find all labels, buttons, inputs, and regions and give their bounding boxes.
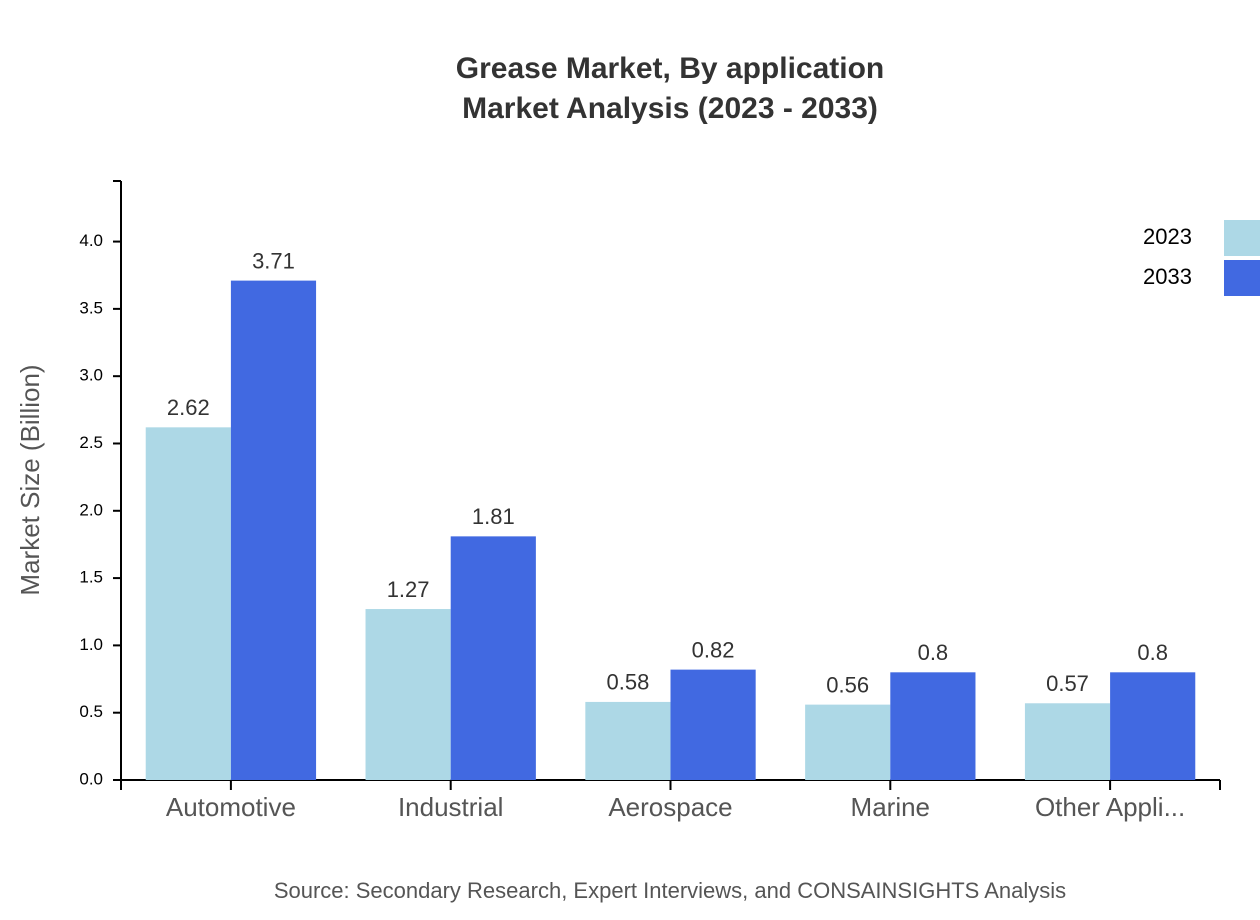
bar <box>365 609 451 780</box>
y-tick-label: 0.0 <box>79 769 103 788</box>
bar <box>585 701 671 780</box>
y-tick-label: 2.0 <box>79 500 103 519</box>
x-tick-label: Industrial <box>398 792 504 822</box>
x-tick-label: Other Appli... <box>1035 792 1185 822</box>
bar <box>670 669 756 780</box>
chart-subtitle: Market Analysis (2023 - 2033) <box>462 92 878 125</box>
x-tick-label: Automotive <box>166 792 296 822</box>
y-tick-label: 3.5 <box>79 298 103 317</box>
legend-label: 2023 <box>1143 224 1192 249</box>
y-tick-label: 1.5 <box>79 568 103 587</box>
bar <box>1110 672 1196 780</box>
bar <box>805 704 891 780</box>
y-tick-label: 3.0 <box>79 366 103 385</box>
value-label: 2.62 <box>167 395 210 420</box>
bar <box>145 427 231 780</box>
value-label: 0.82 <box>692 637 735 662</box>
legend-swatch <box>1224 260 1260 296</box>
y-tick-label: 4.0 <box>79 231 103 250</box>
value-label: 0.57 <box>1046 671 1089 696</box>
legend-label: 2033 <box>1143 264 1192 289</box>
bar <box>1024 703 1111 780</box>
source-note: Source: Secondary Research, Expert Inter… <box>274 878 1066 903</box>
value-label: 1.81 <box>472 504 515 529</box>
value-label: 3.71 <box>252 248 295 273</box>
y-tick-label: 2.5 <box>79 433 103 452</box>
y-axis-label: Market Size (Billion) <box>15 364 45 595</box>
value-label: 1.27 <box>387 577 430 602</box>
value-label: 0.8 <box>918 640 949 665</box>
bar <box>450 536 536 780</box>
x-tick-label: Aerospace <box>608 792 732 822</box>
value-label: 0.56 <box>826 672 869 697</box>
chart-title: Grease Market, By application <box>456 52 885 85</box>
value-label: 0.58 <box>606 670 649 695</box>
y-tick-label: 1.0 <box>79 635 103 654</box>
y-tick-label: 0.5 <box>79 702 103 721</box>
x-tick-label: Marine <box>851 792 930 822</box>
legend-swatch <box>1224 220 1260 256</box>
value-label: 0.8 <box>1137 640 1168 665</box>
bar <box>230 280 317 780</box>
bar <box>890 672 976 780</box>
